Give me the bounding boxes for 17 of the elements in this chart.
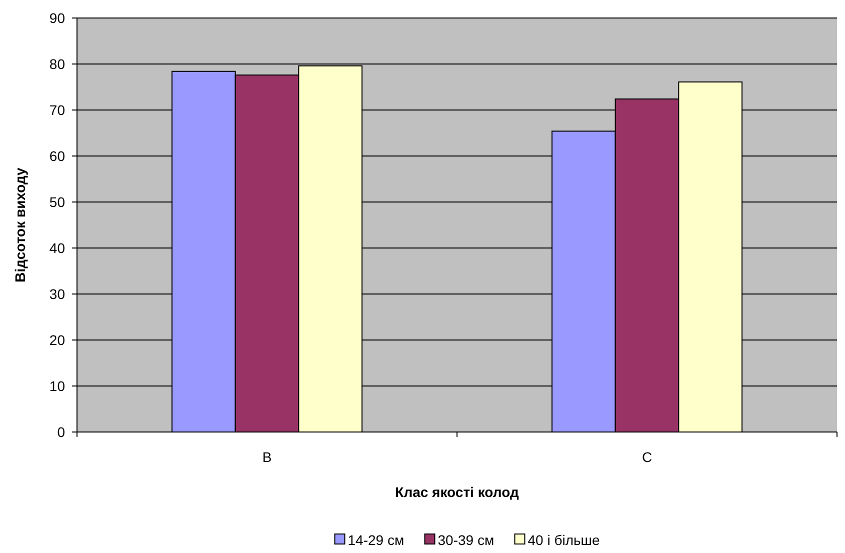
y-axis-title: Відсоток виходу [12, 167, 28, 282]
x-tick-label: B [262, 449, 272, 465]
y-tick-label: 70 [49, 102, 66, 118]
y-tick-label: 30 [49, 286, 66, 302]
x-tick-label: C [642, 449, 652, 465]
y-tick-label: 40 [49, 240, 66, 256]
y-tick-label: 0 [57, 424, 66, 440]
y-tick-label: 10 [49, 378, 66, 394]
y-tick-label: 20 [49, 332, 66, 348]
legend-label: 40 і більше [528, 532, 600, 548]
y-tick-label: 80 [49, 56, 66, 72]
legend-label: 14-29 см [348, 532, 404, 548]
legend-label: 30-39 см [438, 532, 494, 548]
y-tick-label: 60 [49, 148, 66, 164]
x-axis-title: Клас якості колод [395, 484, 519, 500]
y-tick-label: 50 [49, 194, 66, 210]
y-tick-label: 90 [49, 10, 66, 26]
